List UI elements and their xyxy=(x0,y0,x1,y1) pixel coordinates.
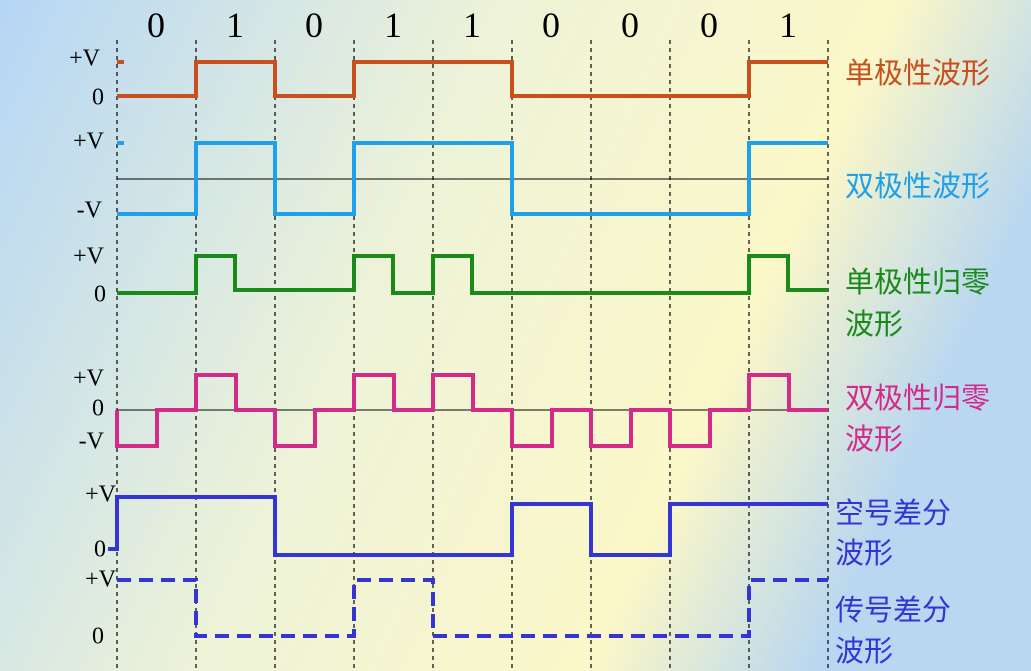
mark-differential-wave xyxy=(117,578,828,638)
bit: 0 xyxy=(147,5,165,45)
bit: 0 xyxy=(621,5,639,45)
bit: 1 xyxy=(384,5,402,45)
level-label: -V xyxy=(77,198,103,224)
waveform-label: 波形 xyxy=(845,307,903,341)
unipolar-nrz-wave xyxy=(117,60,828,98)
level-label: 0 xyxy=(92,85,104,111)
bits: 0 1 0 1 1 0 0 0 1 xyxy=(147,5,797,45)
level-label: 0 xyxy=(94,282,106,308)
waveform-label: 单极性波形 xyxy=(845,56,990,90)
level-label: +V xyxy=(73,366,105,392)
unipolar-rz-wave xyxy=(117,254,828,295)
bit: 0 xyxy=(542,5,560,45)
level-labels: +V 0 +V -V +V 0 +V 0 -V +V 0 +V 0 xyxy=(69,46,117,650)
bipolar-nrz-wave xyxy=(117,141,828,216)
level-label: +V xyxy=(85,567,117,593)
bipolar-rz-wave xyxy=(115,373,828,448)
waveform-label: 双极性归零 xyxy=(845,381,990,415)
waveform-label: 波形 xyxy=(845,422,903,456)
waveform-label: 波形 xyxy=(835,536,893,570)
level-label: +V xyxy=(73,129,105,155)
waveform-labels: 单极性波形 双极性波形 单极性归零 波形 双极性归零 波形 空号差分 波形 传号… xyxy=(835,56,990,668)
waveform-label: 双极性波形 xyxy=(845,169,990,203)
level-label: -V xyxy=(79,429,105,455)
bit: 0 xyxy=(305,5,323,45)
level-label: 0 xyxy=(94,537,106,563)
waveform-label: 单极性归零 xyxy=(845,265,990,299)
level-label: 0 xyxy=(92,396,104,422)
waveform-label: 传号差分 xyxy=(835,593,951,627)
bit: 1 xyxy=(779,5,797,45)
level-label: +V xyxy=(73,244,105,270)
waveform-label: 空号差分 xyxy=(835,496,951,530)
level-label: 0 xyxy=(92,624,104,650)
bit: 1 xyxy=(226,5,244,45)
level-label: +V xyxy=(85,482,117,508)
level-label: +V xyxy=(69,46,101,72)
bit: 1 xyxy=(463,5,481,45)
bit: 0 xyxy=(700,5,718,45)
waveform-label: 波形 xyxy=(835,634,893,668)
space-differential-wave xyxy=(108,495,828,557)
